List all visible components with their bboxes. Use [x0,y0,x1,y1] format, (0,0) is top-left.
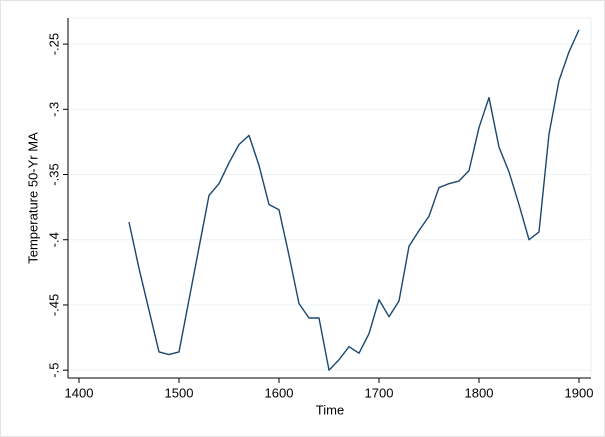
data-line [128,29,580,371]
y-tick-label: -.35 [46,163,61,185]
x-tick-label: 1500 [165,385,194,400]
x-tick-label: 1700 [365,385,394,400]
x-axis-label: Time [316,402,344,417]
y-tick-label: -.5 [46,363,61,378]
y-axis-label: Temperature 50-Yr MA [25,132,40,264]
x-tick-label: 1900 [565,385,594,400]
y-tick-label: -.25 [46,33,61,55]
x-tick-label: 1800 [465,385,494,400]
y-tick-label: -.3 [46,102,61,117]
x-tick-label: 1400 [65,385,94,400]
y-tick-label: -.45 [46,294,61,316]
y-tick-label: -.4 [46,232,61,247]
x-tick-label: 1600 [265,385,294,400]
plot-region [67,17,592,379]
